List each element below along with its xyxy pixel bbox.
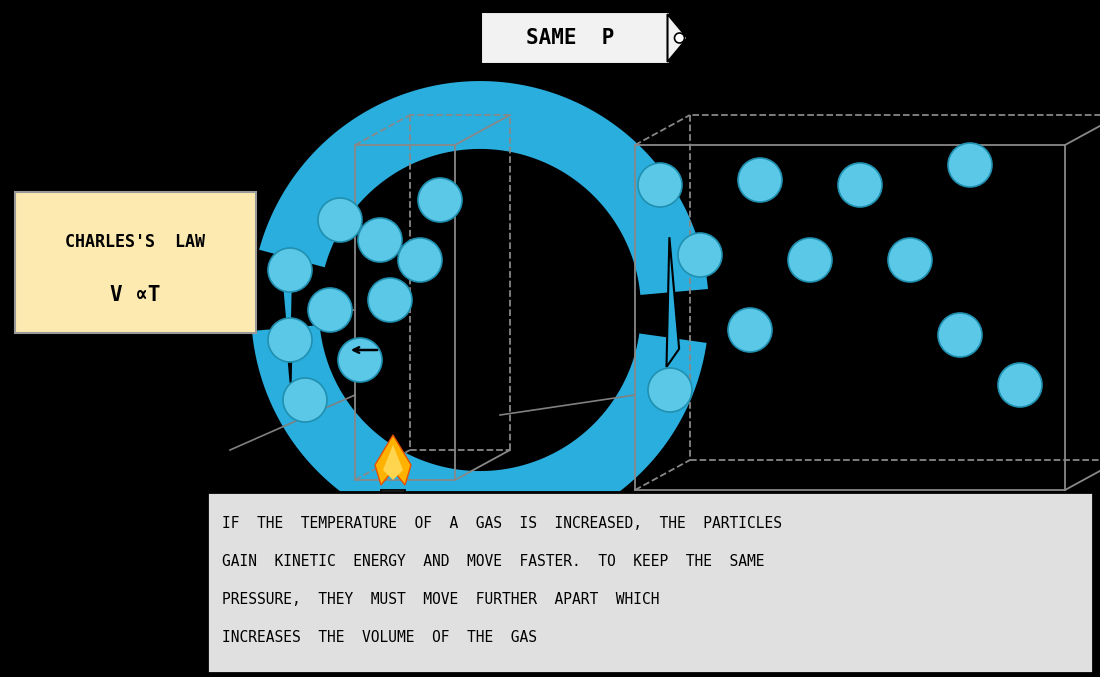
Circle shape	[308, 288, 352, 332]
Text: CHARLES'S  LAW: CHARLES'S LAW	[65, 233, 205, 251]
Circle shape	[678, 233, 722, 277]
Polygon shape	[257, 80, 710, 296]
Circle shape	[283, 378, 327, 422]
Text: SAME  P: SAME P	[526, 28, 614, 48]
Polygon shape	[383, 445, 403, 480]
Circle shape	[318, 198, 362, 242]
Polygon shape	[375, 545, 411, 560]
Circle shape	[638, 163, 682, 207]
Circle shape	[674, 33, 684, 43]
Circle shape	[268, 248, 312, 292]
Circle shape	[998, 363, 1042, 407]
Polygon shape	[251, 324, 707, 540]
Polygon shape	[667, 237, 679, 367]
FancyBboxPatch shape	[481, 12, 670, 64]
Circle shape	[938, 313, 982, 357]
Circle shape	[888, 238, 932, 282]
Polygon shape	[343, 585, 443, 598]
Text: INCREASES  THE  VOLUME  OF  THE  GAS: INCREASES THE VOLUME OF THE GAS	[222, 630, 537, 645]
Polygon shape	[280, 253, 294, 383]
Circle shape	[398, 238, 442, 282]
Circle shape	[268, 318, 312, 362]
Text: PRESSURE,  THEY  MUST  MOVE  FURTHER  APART  WHICH: PRESSURE, THEY MUST MOVE FURTHER APART W…	[222, 592, 660, 607]
Text: V ∝T: V ∝T	[110, 285, 161, 305]
Circle shape	[738, 158, 782, 202]
Polygon shape	[381, 490, 405, 550]
Circle shape	[358, 218, 402, 262]
Circle shape	[948, 143, 992, 187]
Circle shape	[728, 308, 772, 352]
Text: GAIN  KINETIC  ENERGY  AND  MOVE  FASTER.  TO  KEEP  THE  SAME: GAIN KINETIC ENERGY AND MOVE FASTER. TO …	[222, 554, 764, 569]
FancyBboxPatch shape	[15, 192, 256, 333]
Circle shape	[838, 163, 882, 207]
Circle shape	[648, 368, 692, 412]
FancyBboxPatch shape	[207, 492, 1093, 673]
Circle shape	[418, 178, 462, 222]
Polygon shape	[375, 435, 411, 485]
Polygon shape	[348, 570, 438, 585]
Circle shape	[361, 515, 381, 535]
Text: IF  THE  TEMPERATURE  OF  A  GAS  IS  INCREASED,  THE  PARTICLES: IF THE TEMPERATURE OF A GAS IS INCREASED…	[222, 515, 782, 531]
Circle shape	[368, 278, 412, 322]
Circle shape	[788, 238, 832, 282]
Polygon shape	[668, 14, 688, 62]
Circle shape	[338, 338, 382, 382]
